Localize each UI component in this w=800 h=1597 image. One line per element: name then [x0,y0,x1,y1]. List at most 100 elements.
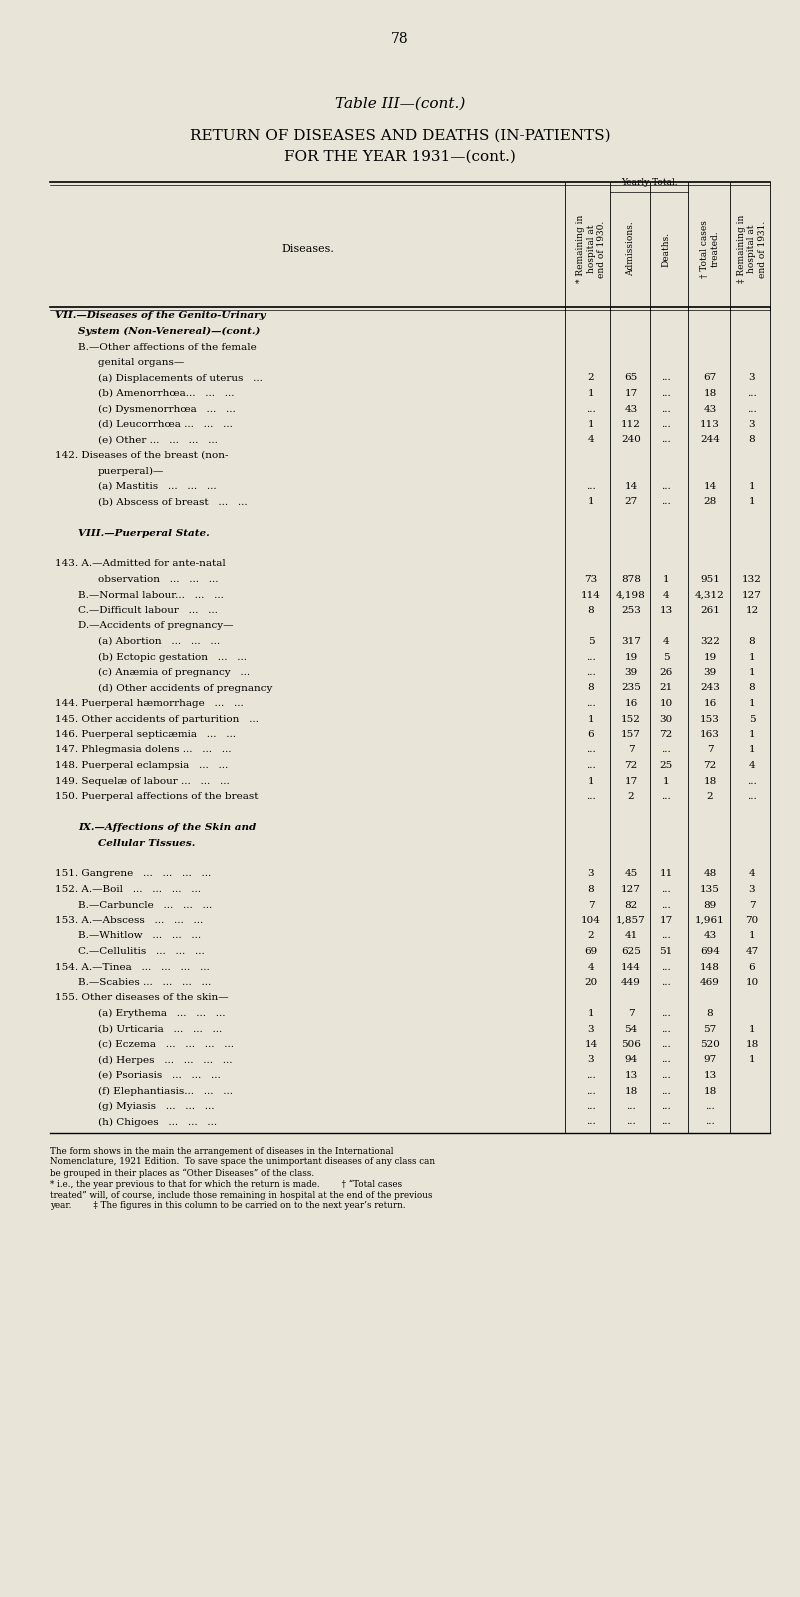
Text: 154. A.—Tinea   ...   ...   ...   ...: 154. A.—Tinea ... ... ... ... [55,963,210,971]
Text: 30: 30 [659,714,673,723]
Text: 1: 1 [588,776,594,786]
Text: 16: 16 [703,699,717,707]
Text: 449: 449 [621,977,641,987]
Text: 26: 26 [659,668,673,677]
Text: 1: 1 [749,653,755,661]
Text: 469: 469 [700,977,720,987]
Text: 244: 244 [700,436,720,444]
Text: (a) Abortion   ...   ...   ...: (a) Abortion ... ... ... [98,637,220,647]
Text: ...: ... [661,746,671,754]
Text: 12: 12 [746,605,758,615]
Text: System (Non-Venereal)—(cont.): System (Non-Venereal)—(cont.) [78,327,260,335]
Text: ...: ... [586,1086,596,1096]
Text: 4: 4 [588,436,594,444]
Text: ...: ... [661,404,671,414]
Text: 17: 17 [624,776,638,786]
Text: ...: ... [586,1118,596,1126]
Text: be grouped in their places as “Other Diseases” of the class.: be grouped in their places as “Other Dis… [50,1169,314,1179]
Text: 1: 1 [749,730,755,739]
Text: 18: 18 [703,1086,717,1096]
Text: 82: 82 [624,901,638,910]
Text: 13: 13 [659,605,673,615]
Text: 3: 3 [749,374,755,383]
Text: 155. Other diseases of the skin—: 155. Other diseases of the skin— [55,993,229,1003]
Text: 1: 1 [588,390,594,398]
Text: 21: 21 [659,684,673,693]
Text: (h) Chigoes   ...   ...   ...: (h) Chigoes ... ... ... [98,1118,217,1126]
Text: C.—Cellulitis   ...   ...   ...: C.—Cellulitis ... ... ... [78,947,205,957]
Text: (b) Abscess of breast   ...   ...: (b) Abscess of breast ... ... [98,498,248,506]
Text: ...: ... [586,404,596,414]
Text: 19: 19 [703,653,717,661]
Text: Admissions.: Admissions. [626,222,635,276]
Text: The form shows in the main the arrangement of diseases in the International: The form shows in the main the arrangeme… [50,1147,394,1156]
Text: treated” will, of course, include those remaining in hospital at the end of the : treated” will, of course, include those … [50,1190,433,1199]
Text: D.—Accidents of pregnancy—: D.—Accidents of pregnancy— [78,621,234,631]
Text: (e) Psoriasis   ...   ...   ...: (e) Psoriasis ... ... ... [98,1072,221,1080]
Text: 1,857: 1,857 [616,917,646,925]
Text: 7: 7 [628,1009,634,1017]
Text: 67: 67 [703,374,717,383]
Text: 1: 1 [588,420,594,430]
Text: 17: 17 [624,390,638,398]
Text: year.        ‡ The figures in this column to be carried on to the next year’s re: year. ‡ The figures in this column to be… [50,1201,406,1211]
Text: 19: 19 [624,653,638,661]
Text: 142. Diseases of the breast (non-: 142. Diseases of the breast (non- [55,450,229,460]
Text: 153: 153 [700,714,720,723]
Text: (d) Herpes   ...   ...   ...   ...: (d) Herpes ... ... ... ... [98,1056,233,1065]
Text: ...: ... [586,653,596,661]
Text: (g) Myiasis   ...   ...   ...: (g) Myiasis ... ... ... [98,1102,214,1112]
Text: 41: 41 [624,931,638,941]
Text: ...: ... [661,901,671,910]
Text: 27: 27 [624,498,638,506]
Text: 8: 8 [588,885,594,894]
Text: 1: 1 [749,699,755,707]
Text: 94: 94 [624,1056,638,1065]
Text: 20: 20 [584,977,598,987]
Text: ...: ... [747,776,757,786]
Text: ...: ... [661,792,671,802]
Text: ...: ... [661,1086,671,1096]
Text: 13: 13 [703,1072,717,1080]
Text: ...: ... [661,977,671,987]
Text: 72: 72 [624,762,638,770]
Text: 1: 1 [662,575,670,585]
Text: 152: 152 [621,714,641,723]
Text: (d) Leucorrhœa ...   ...   ...: (d) Leucorrhœa ... ... ... [98,420,233,430]
Text: 28: 28 [703,498,717,506]
Text: 7: 7 [749,901,755,910]
Text: 48: 48 [703,869,717,878]
Text: 14: 14 [584,1040,598,1049]
Text: ...: ... [661,420,671,430]
Text: 8: 8 [706,1009,714,1017]
Text: 51: 51 [659,947,673,957]
Text: ...: ... [586,482,596,490]
Text: 5: 5 [749,714,755,723]
Text: 6: 6 [588,730,594,739]
Text: Table III—(cont.): Table III—(cont.) [335,97,465,112]
Text: ...: ... [705,1118,715,1126]
Text: (b) Amenorrhœa...   ...   ...: (b) Amenorrhœa... ... ... [98,390,234,398]
Text: 1: 1 [588,498,594,506]
Text: 3: 3 [588,869,594,878]
Text: 143. A.—Admitted for ante-natal: 143. A.—Admitted for ante-natal [55,559,226,569]
Text: 625: 625 [621,947,641,957]
Text: 18: 18 [746,1040,758,1049]
Text: 152. A.—Boil   ...   ...   ...   ...: 152. A.—Boil ... ... ... ... [55,885,201,894]
Text: Yearly Total.: Yearly Total. [621,177,678,187]
Text: 240: 240 [621,436,641,444]
Text: 147. Phlegmasia dolens ...   ...   ...: 147. Phlegmasia dolens ... ... ... [55,746,231,754]
Text: 5: 5 [662,653,670,661]
Text: ...: ... [661,390,671,398]
Text: ...: ... [661,1025,671,1033]
Text: (e) Other ...   ...   ...   ...: (e) Other ... ... ... ... [98,436,218,444]
Text: 878: 878 [621,575,641,585]
Text: 47: 47 [746,947,758,957]
Text: 4: 4 [749,869,755,878]
Text: 150. Puerperal affections of the breast: 150. Puerperal affections of the breast [55,792,258,802]
Text: FOR THE YEAR 1931—(cont.): FOR THE YEAR 1931—(cont.) [284,150,516,164]
Text: (b) Ectopic gestation   ...   ...: (b) Ectopic gestation ... ... [98,653,247,661]
Text: 135: 135 [700,885,720,894]
Text: ...: ... [661,931,671,941]
Text: 144: 144 [621,963,641,971]
